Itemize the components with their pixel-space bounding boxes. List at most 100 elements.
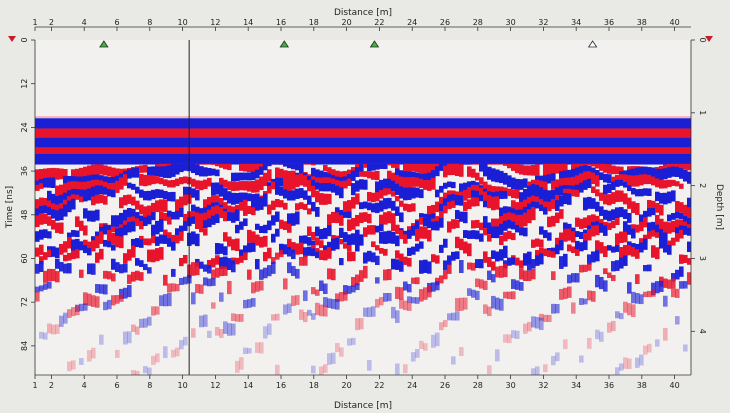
- reflector-cell: [411, 147, 416, 154]
- reflector-cell: [99, 231, 104, 244]
- reflector-cell: [463, 182, 468, 192]
- direct-wave-cell: [295, 116, 300, 119]
- reflector-cell: [639, 294, 644, 305]
- reflector-cell: [267, 147, 272, 154]
- reflector-cell: [191, 211, 196, 222]
- reflector-cell: [371, 192, 376, 203]
- reflector-cell: [391, 172, 396, 183]
- reflector-cell: [439, 322, 444, 331]
- reflector-cell: [471, 118, 476, 129]
- reflector-cell: [599, 192, 604, 201]
- reflector-cell: [415, 297, 420, 304]
- reflector-cell: [39, 261, 44, 273]
- reflector-cell: [199, 147, 204, 154]
- reflector-cell: [291, 295, 296, 307]
- reflector-cell: [491, 226, 496, 239]
- reflector-cell: [215, 118, 220, 129]
- reflector-cell: [155, 137, 160, 148]
- reflector-cell: [115, 215, 120, 228]
- reflector-cell: [375, 225, 380, 233]
- reflector-cell: [667, 153, 672, 165]
- reflector-cell: [343, 232, 348, 243]
- y-tick-label: 48: [20, 210, 29, 220]
- reflector-cell: [579, 163, 584, 168]
- direct-wave-cell: [495, 116, 500, 119]
- reflector-cell: [663, 128, 668, 138]
- reflector-cell: [547, 153, 552, 165]
- reflector-cell: [507, 163, 512, 169]
- reflector-cell: [147, 147, 152, 154]
- reflector-cell: [199, 166, 204, 177]
- reflector-cell: [343, 243, 348, 249]
- reflector-cell: [251, 298, 256, 307]
- reflector-cell: [275, 199, 280, 208]
- reflector-cell: [259, 147, 264, 154]
- reflector-cell: [539, 153, 544, 165]
- direct-wave-cell: [183, 116, 188, 119]
- reflector-cell: [303, 190, 308, 200]
- reflector-cell: [411, 203, 416, 212]
- reflector-cell: [499, 265, 504, 278]
- reflector-cell: [119, 264, 124, 274]
- reflector-cell: [247, 299, 252, 308]
- reflector-cell: [451, 118, 456, 129]
- reflector-cell: [259, 128, 264, 138]
- direct-wave-cell: [655, 116, 660, 119]
- reflector-cell: [87, 137, 92, 148]
- direct-wave-cell: [447, 116, 452, 119]
- reflector-cell: [479, 153, 484, 165]
- reflector-cell: [139, 173, 144, 186]
- direct-wave-cell: [379, 116, 384, 119]
- reflector-cell: [339, 118, 344, 129]
- reflector-cell: [239, 221, 244, 230]
- direct-wave-cell: [643, 116, 648, 119]
- reflector-cell: [263, 153, 268, 165]
- reflector-cell: [247, 348, 252, 354]
- reflector-cell: [131, 271, 136, 282]
- reflector-cell: [319, 137, 324, 148]
- reflector-cell: [287, 118, 292, 129]
- reflector-cell: [47, 207, 52, 216]
- reflector-cell: [575, 137, 580, 148]
- reflector-cell: [43, 270, 48, 283]
- reflector-cell: [607, 128, 612, 138]
- reflector-cell: [375, 118, 380, 129]
- reflector-cell: [627, 245, 632, 256]
- direct-wave-cell: [283, 116, 288, 119]
- reflector-cell: [395, 163, 400, 171]
- reflector-cell: [455, 195, 460, 206]
- reflector-cell: [163, 235, 168, 244]
- reflector-cell: [359, 171, 364, 177]
- reflector-cell: [387, 197, 392, 209]
- reflector-cell: [595, 250, 600, 262]
- reflector-cell: [207, 218, 212, 228]
- reflector-cell: [219, 329, 224, 338]
- reflector-cell: [567, 118, 572, 129]
- reflector-cell: [387, 163, 392, 166]
- reflector-cell: [419, 153, 424, 165]
- reflector-cell: [587, 178, 592, 189]
- reflector-cell: [587, 263, 592, 271]
- reflector-cell: [303, 118, 308, 129]
- reflector-cell: [115, 128, 120, 138]
- reflector-cell: [511, 147, 516, 154]
- reflector-cell: [451, 137, 456, 148]
- reflector-cell: [507, 219, 512, 229]
- reflector-cell: [395, 235, 400, 247]
- reflector-cell: [283, 163, 288, 167]
- distance-marker-2: [369, 40, 380, 48]
- reflector-cell: [179, 118, 184, 129]
- reflector-cell: [539, 199, 544, 207]
- reflector-cell: [243, 137, 248, 148]
- direct-wave-cell: [399, 116, 404, 119]
- reflector-cell: [195, 189, 200, 201]
- reflector-cell: [551, 189, 556, 202]
- reflector-cell: [483, 128, 488, 138]
- reflector-cell: [419, 163, 424, 174]
- direct-wave-cell: [367, 116, 372, 119]
- reflector-cell: [143, 153, 148, 165]
- reflector-cell: [207, 118, 212, 129]
- reflector-cell: [435, 137, 440, 148]
- reflector-cell: [91, 128, 96, 138]
